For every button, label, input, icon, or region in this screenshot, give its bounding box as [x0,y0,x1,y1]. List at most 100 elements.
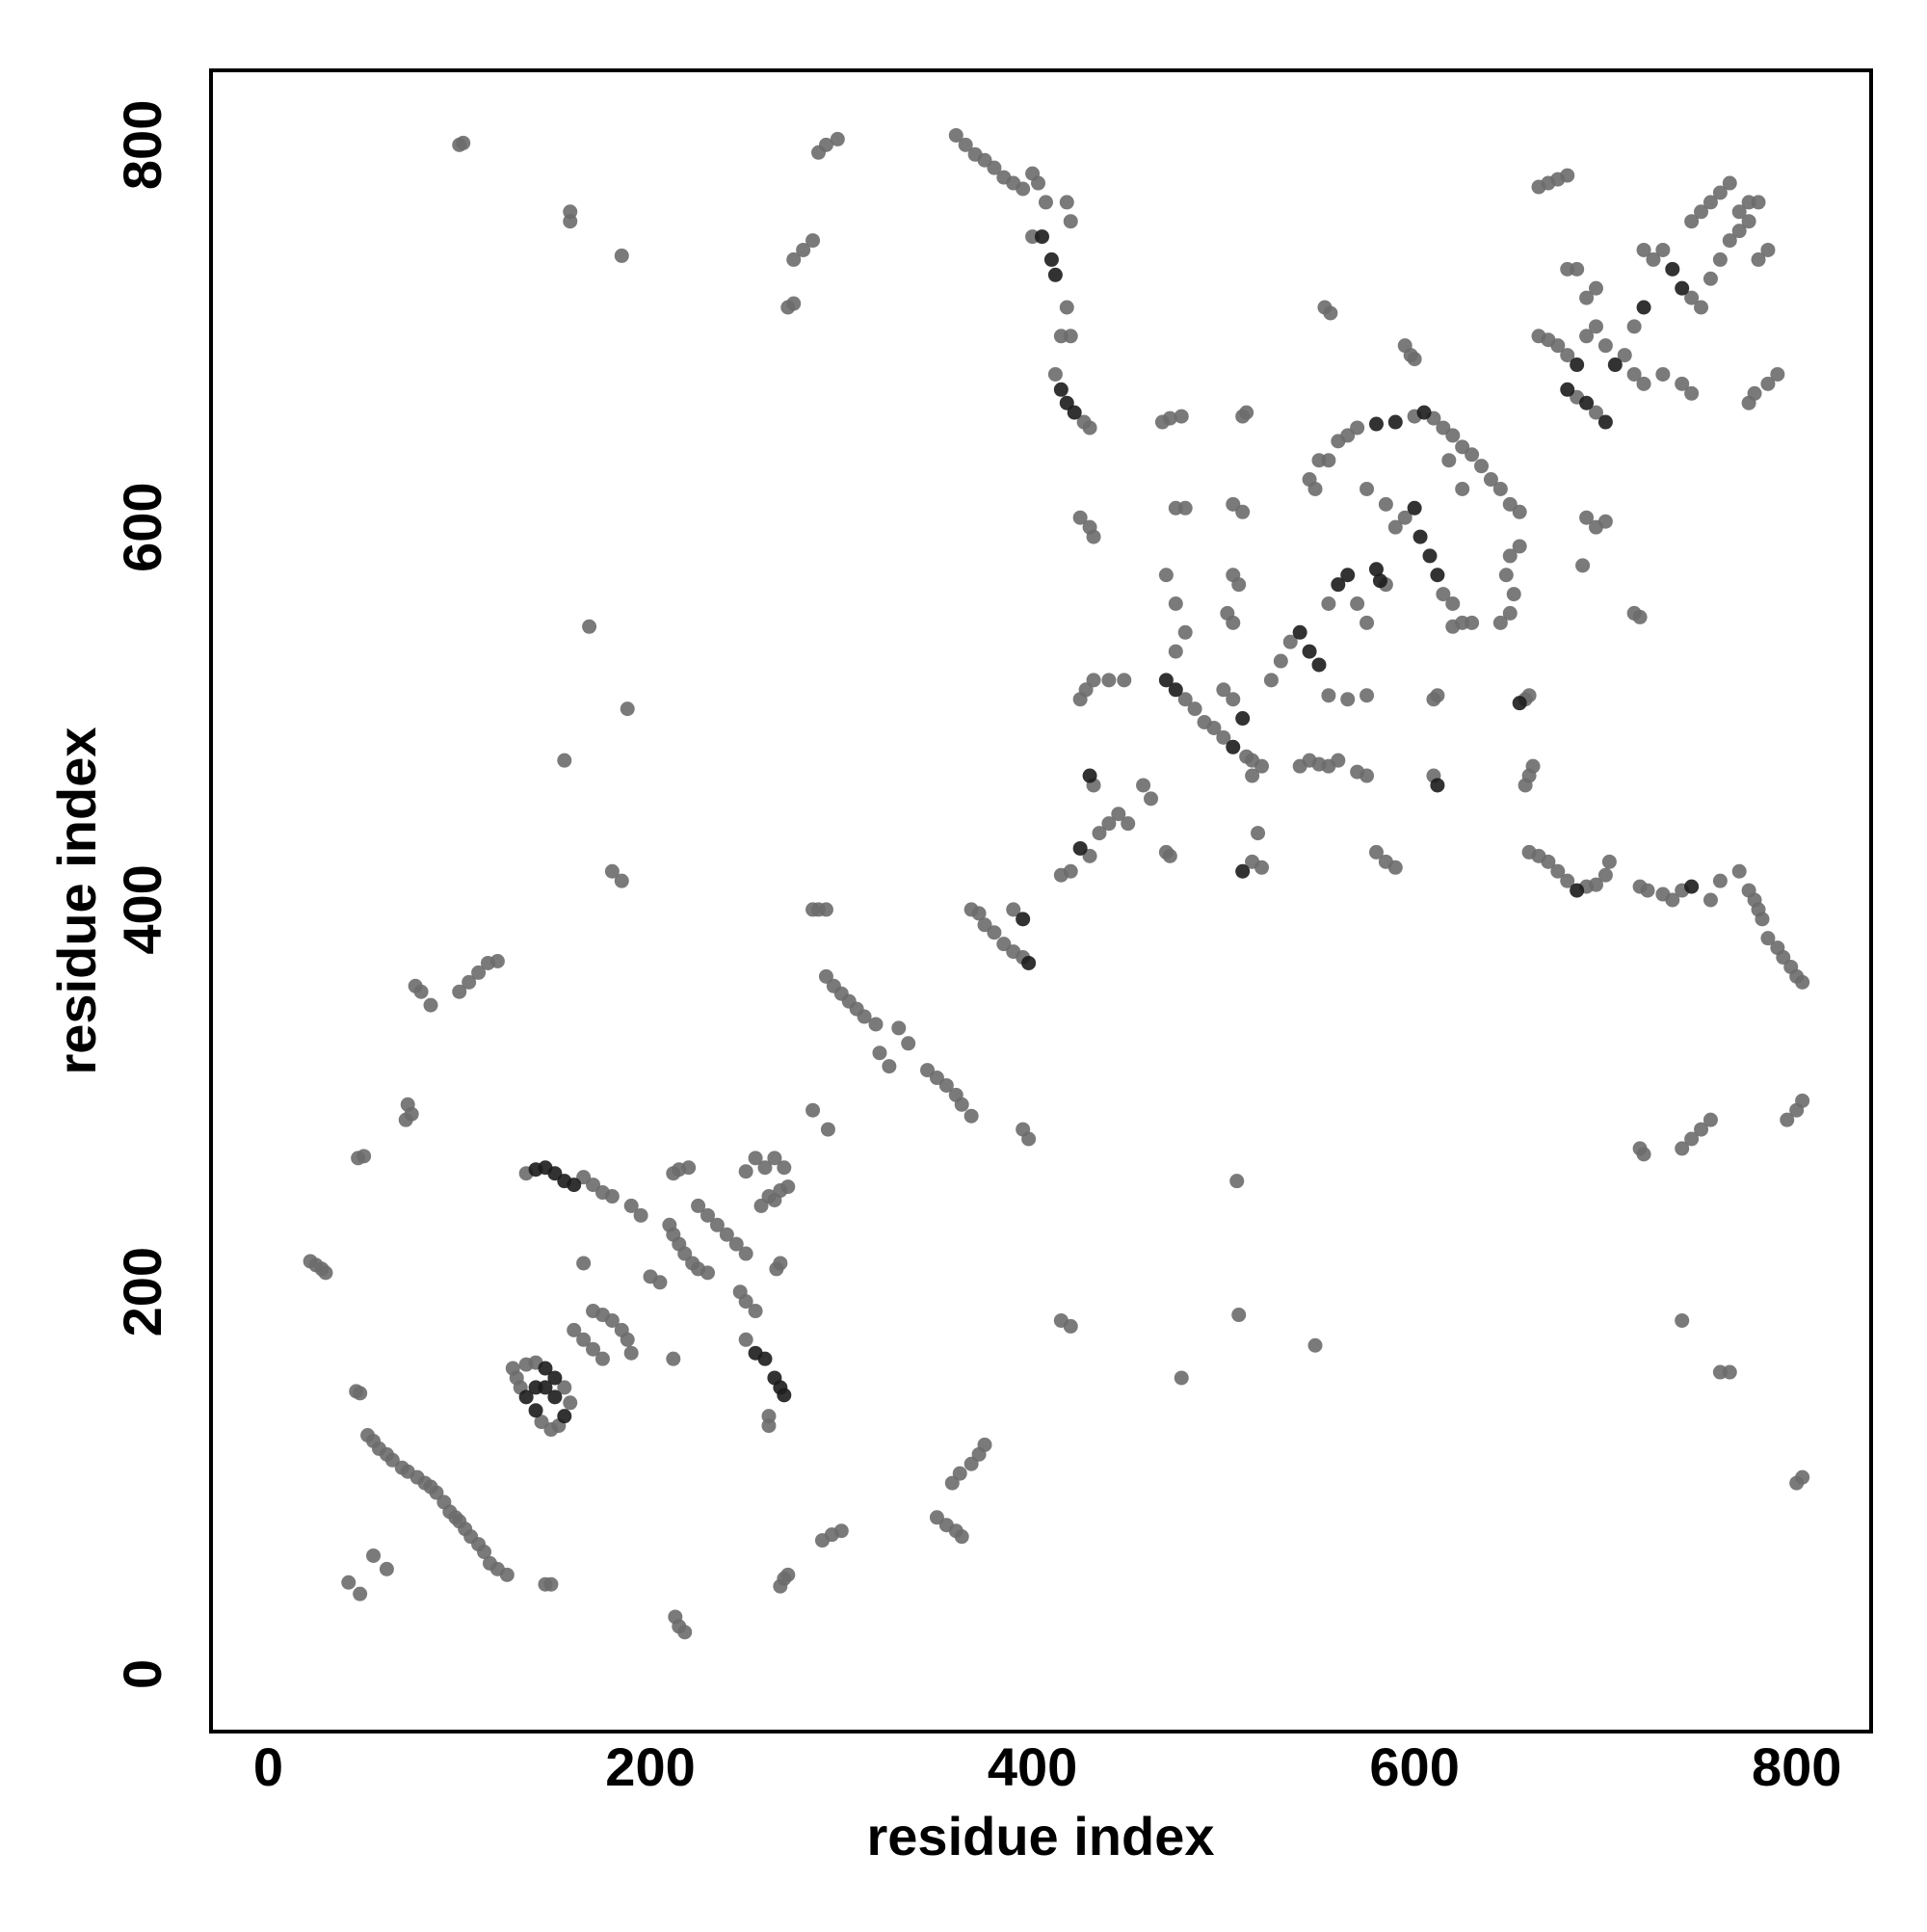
point [1422,548,1438,564]
point [857,1009,872,1024]
point [796,242,811,257]
point [471,965,487,980]
point [1387,414,1403,430]
point [786,296,802,311]
point [1694,204,1709,220]
point [1331,753,1346,768]
point [1368,562,1384,577]
point [1082,768,1097,783]
point [938,1077,954,1093]
point [882,1059,897,1074]
point [1307,1337,1323,1353]
point [786,251,802,267]
point [1655,366,1671,382]
point [773,1578,788,1594]
point [1321,688,1336,703]
point [538,1380,553,1395]
point [1059,195,1074,210]
point [1072,510,1088,525]
point [652,1275,668,1290]
point [1512,504,1527,519]
point [1722,175,1737,191]
point [499,1567,515,1582]
point [582,619,597,634]
point [1703,1112,1718,1127]
point [1441,453,1457,468]
point [1755,912,1770,927]
point [1407,500,1422,516]
point [1063,863,1078,879]
point [1206,720,1222,735]
point [1492,615,1508,630]
point [1053,329,1069,344]
point [1632,609,1648,624]
point [1617,348,1632,363]
point [1636,300,1651,315]
point [1597,414,1613,430]
point [728,1236,744,1252]
point [1162,410,1177,426]
point [1560,873,1575,888]
point [557,1380,572,1395]
point [1016,181,1031,197]
point [1136,778,1151,793]
point [773,1256,788,1271]
point [1072,840,1088,856]
point [1101,673,1117,688]
point [748,1345,763,1361]
point [1174,1370,1189,1386]
x-tick-label: 400 [988,1736,1077,1797]
point [805,1102,821,1118]
x-tick-label: 800 [1752,1736,1841,1797]
point [1760,376,1776,391]
point [543,1576,559,1592]
point [833,1523,849,1539]
point [1747,385,1762,401]
point [1340,568,1356,583]
point [1474,459,1490,474]
point [1646,251,1661,267]
point [1588,280,1603,296]
point [954,1529,969,1545]
point [1368,416,1384,432]
point [1492,481,1508,496]
point [1445,428,1461,443]
point [1636,242,1651,257]
point [954,1097,969,1112]
point [1722,1364,1737,1380]
point [1795,1469,1810,1485]
point [538,1361,553,1376]
point [1311,657,1327,673]
point [1331,577,1346,593]
point [1307,481,1323,496]
point [1675,376,1690,391]
point [1430,778,1445,793]
point [1579,290,1595,305]
point [1047,366,1063,382]
point [576,1332,592,1347]
point [1640,883,1655,898]
point [1626,319,1642,334]
point [1177,624,1193,640]
point [958,137,973,152]
point [1722,233,1737,249]
point [1043,251,1059,267]
point [1731,204,1747,220]
point [1292,624,1307,640]
point [1121,816,1136,832]
point [1703,271,1718,286]
x-tick-label: 200 [605,1736,695,1797]
point [1340,692,1356,707]
point [563,1395,578,1411]
point [366,1548,382,1563]
point [1525,758,1541,774]
point [780,1179,796,1195]
point [677,1625,693,1640]
point [620,1332,635,1347]
point [738,1294,753,1310]
point [604,863,620,879]
point [1226,615,1241,630]
point [1655,242,1671,257]
point [1579,329,1595,344]
point [1607,357,1623,373]
